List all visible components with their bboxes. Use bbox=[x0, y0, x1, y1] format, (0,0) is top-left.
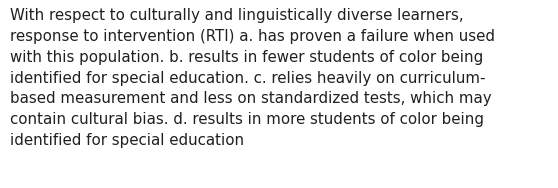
Text: With respect to culturally and linguistically diverse learners,
response to inte: With respect to culturally and linguisti… bbox=[10, 8, 495, 148]
